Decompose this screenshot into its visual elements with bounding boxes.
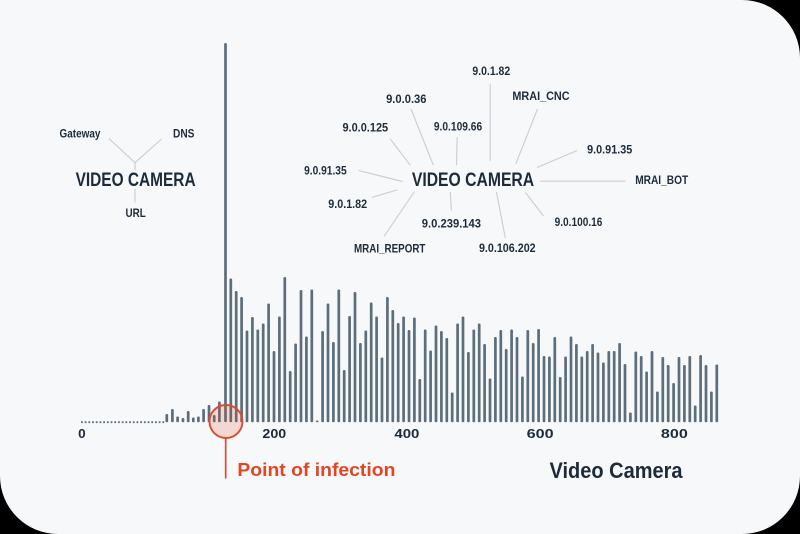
svg-text:600: 600	[527, 426, 554, 441]
svg-text:VIDEO CAMERA: VIDEO CAMERA	[76, 170, 196, 191]
svg-text:MRAI_REPORT: MRAI_REPORT	[354, 241, 426, 255]
svg-text:9.0.91.35: 9.0.91.35	[304, 163, 347, 177]
svg-text:MRAI_BOT: MRAI_BOT	[635, 173, 689, 187]
svg-text:9.0.1.82: 9.0.1.82	[328, 197, 367, 211]
svg-text:Gateway: Gateway	[60, 128, 101, 140]
svg-text:200: 200	[262, 426, 286, 441]
svg-text:800: 800	[661, 426, 688, 441]
svg-text:9.0.91.35: 9.0.91.35	[587, 142, 632, 156]
svg-text:VIDEO CAMERA: VIDEO CAMERA	[412, 170, 535, 191]
svg-text:MRAI_CNC: MRAI_CNC	[512, 89, 569, 103]
svg-text:9.0.100.16: 9.0.100.16	[555, 215, 603, 229]
svg-text:9.0.109.66: 9.0.109.66	[434, 119, 483, 133]
svg-text:9.0.1.82: 9.0.1.82	[472, 64, 510, 78]
svg-text:Point of infection: Point of infection	[237, 460, 395, 480]
svg-text:9.0.0.125: 9.0.0.125	[342, 120, 388, 134]
svg-text:0: 0	[78, 426, 86, 441]
svg-text:9.0.106.202: 9.0.106.202	[479, 241, 536, 255]
svg-text:400: 400	[394, 426, 419, 441]
svg-text:9.0.239.143: 9.0.239.143	[422, 216, 482, 230]
svg-text:Video Camera: Video Camera	[550, 458, 683, 483]
svg-text:9.0.0.36: 9.0.0.36	[386, 92, 427, 106]
svg-text:DNS: DNS	[173, 128, 195, 140]
svg-text:URL: URL	[126, 208, 146, 220]
